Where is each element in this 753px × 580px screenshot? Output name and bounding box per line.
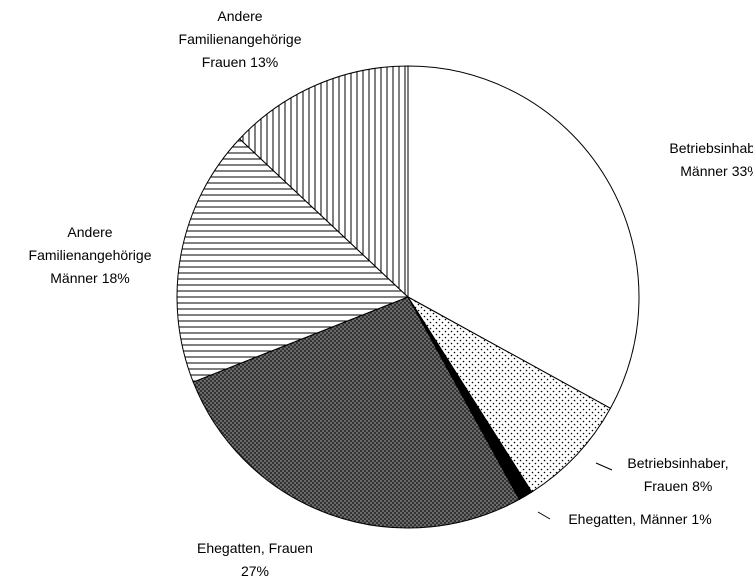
label-line: Andere	[67, 224, 112, 240]
label-line: Betriebsinhaber,	[627, 455, 728, 471]
pie-slice	[407, 296, 612, 493]
pie-slice	[192, 296, 520, 529]
label-line: Betriebsinhaber,	[669, 140, 753, 156]
value-label: 13%	[250, 54, 278, 70]
pie-slice	[238, 65, 409, 299]
slice-label: Betriebsinhaber, Männer	[669, 140, 753, 179]
label-line: Männer	[680, 163, 728, 179]
label-line: Frauen	[644, 478, 688, 494]
value-label: 18%	[102, 270, 130, 286]
slice-label: Andere Familienangehörige Frauen	[179, 8, 302, 70]
label-line: Andere	[217, 8, 262, 24]
slice-label: Andere Familienangehörige Männer	[29, 224, 152, 286]
pie-slice	[407, 65, 640, 409]
pie-slice	[176, 138, 409, 383]
label-line: Frauen	[202, 54, 246, 70]
slice-label: Ehegatten, Frauen	[197, 540, 313, 556]
label-line: Ehegatten, Frauen	[197, 540, 313, 556]
label-line: Männer	[50, 270, 98, 286]
slice-label: Ehegatten, Männer	[568, 511, 687, 527]
value-label: 33%	[732, 163, 753, 179]
leader-line	[595, 462, 613, 471]
label-line: Familienangehörige	[29, 247, 152, 263]
value-label: 8%	[692, 478, 712, 494]
value-label: 27%	[241, 563, 269, 579]
label-line: Familienangehörige	[179, 31, 302, 47]
label-line: Ehegatten, Männer	[568, 511, 687, 527]
slice-label: Betriebsinhaber, Frauen	[627, 455, 728, 494]
leader-line	[537, 511, 551, 520]
value-label: 1%	[691, 511, 711, 527]
